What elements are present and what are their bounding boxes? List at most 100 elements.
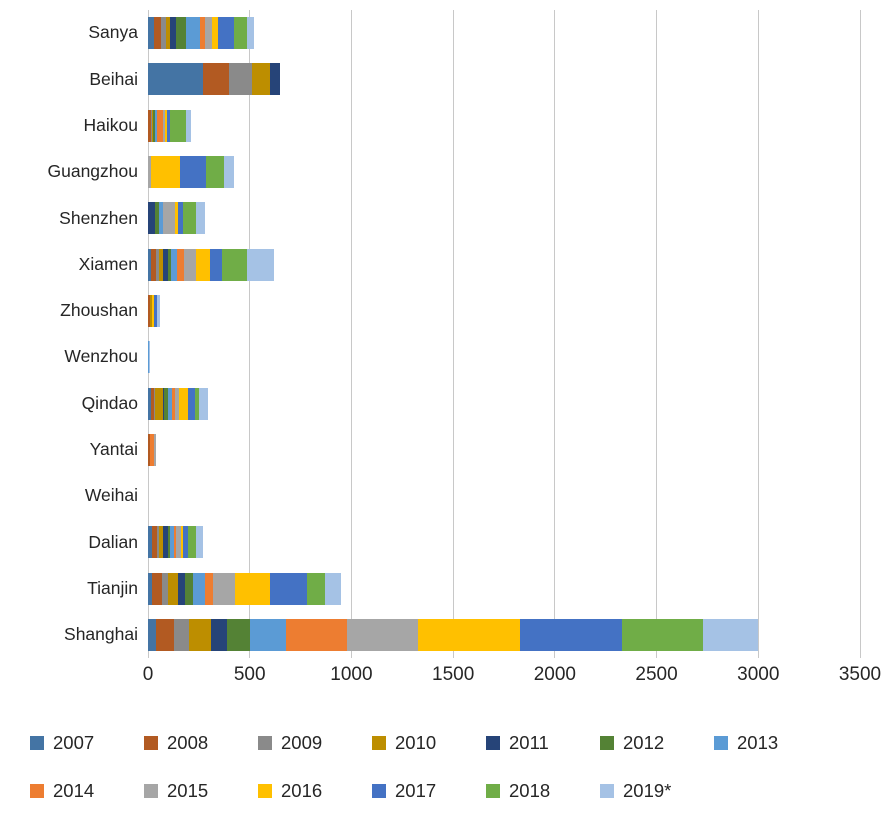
bar-segment-2018 <box>234 17 247 50</box>
legend-swatch <box>144 784 158 798</box>
legend-label: 2007 <box>53 732 95 753</box>
x-axis: 0 500 1000 1500 2000 2500 3000 3500 <box>143 664 881 690</box>
bar-segment-2013 <box>192 572 205 605</box>
category-label: Zhoushan <box>60 300 138 321</box>
x-tick-label: 3000 <box>737 664 780 685</box>
bar-segment-2017 <box>154 294 158 327</box>
legend-item-2010: 2010 <box>372 732 486 754</box>
bar-segment-2016 <box>235 572 270 605</box>
bar-segment-2014 <box>150 433 155 466</box>
bar-segment-2019 <box>198 387 208 420</box>
bar-row: Haikou <box>84 103 860 149</box>
bar-row: Zhoushan <box>60 288 860 334</box>
bar-segment-2019 <box>149 341 151 374</box>
legend-label: 2018 <box>509 780 551 801</box>
bar-segment-2007 <box>148 248 152 281</box>
gridline <box>249 10 251 658</box>
bar-segment-2018 <box>222 248 247 281</box>
bar-segment-2009 <box>161 17 167 50</box>
bar-segment-2014 <box>286 619 348 651</box>
bar-segment-2019 <box>246 17 254 50</box>
bar-segment-2011 <box>211 619 228 651</box>
bar-segment-2010 <box>152 109 154 142</box>
bar-segment-2007 <box>148 526 153 559</box>
bar-segment-2011 <box>163 248 169 281</box>
legend-item-2019: 2019* <box>600 780 714 802</box>
bar-segment-2019 <box>195 202 205 235</box>
bar-row: Qindao <box>82 380 860 426</box>
bar-segment-2018 <box>182 202 196 235</box>
bar-segment-2007 <box>148 572 153 605</box>
bar-segment-2017 <box>269 572 307 605</box>
bar-segment-2008 <box>148 294 151 327</box>
bar-segment-2010 <box>159 248 164 281</box>
legend-label: 2014 <box>53 780 95 801</box>
stacked-bar <box>148 63 281 96</box>
bar-segment-2009 <box>162 572 169 605</box>
category-label: Guangzhou <box>47 161 139 182</box>
bar-segment-2010 <box>188 619 212 651</box>
bar-segment-2010 <box>166 17 171 50</box>
bar-segment-2008 <box>156 619 175 651</box>
bar-segment-2010 <box>251 63 271 96</box>
bar-segment-2009 <box>157 526 160 559</box>
bar-segment-2017 <box>179 156 206 189</box>
bar-segment-2019 <box>195 526 203 559</box>
bar-segment-2013 <box>155 109 158 142</box>
bar-segment-2009 <box>229 63 252 96</box>
bar-segment-2013 <box>159 202 164 235</box>
legend-item-2015: 2015 <box>144 780 258 802</box>
category-label: Weihai <box>84 485 138 506</box>
legend-label: 2009 <box>281 732 323 753</box>
bar-segment-2012 <box>176 17 186 50</box>
legend-item-2012: 2012 <box>600 732 714 754</box>
bar-segment-2007 <box>148 619 157 651</box>
category-label: Tianjin <box>87 577 138 598</box>
bar-segment-2014 <box>172 387 176 420</box>
bar-segment-2013 <box>168 387 173 420</box>
bar-segment-2011 <box>163 387 165 420</box>
legend-item-2011: 2011 <box>486 732 600 754</box>
bar-segment-2007 <box>148 63 203 96</box>
legend-swatch <box>600 784 614 798</box>
bar-segment-2019 <box>224 156 235 189</box>
bar-segment-2008 <box>152 572 163 605</box>
gridline <box>452 10 454 658</box>
legend-swatch <box>258 784 272 798</box>
bar-segment-2011 <box>148 202 156 235</box>
bar-segment-2009 <box>174 619 189 651</box>
stacked-bar <box>148 526 203 559</box>
bar-row: Yantai <box>90 427 860 473</box>
legend-swatch <box>486 784 500 798</box>
bar-segment-2010 <box>155 387 164 420</box>
category-label: Xiamen <box>78 253 138 274</box>
legend-swatch <box>30 784 44 798</box>
bar-segment-2014 <box>157 109 164 142</box>
bar-segment-2014 <box>199 17 205 50</box>
bar-segment-2012 <box>168 248 172 281</box>
x-tick-label: 3500 <box>838 664 882 685</box>
bar-segment-2015 <box>176 526 181 559</box>
bar-segment-2007 <box>148 387 152 420</box>
bar-segment-2015 <box>213 572 236 605</box>
legend-swatch <box>372 736 386 750</box>
bar-segment-2019 <box>703 619 759 651</box>
bar-row: Guangzhou <box>48 149 860 195</box>
bar-segment-2016 <box>151 156 180 189</box>
bar-segment-2015 <box>163 202 176 235</box>
bar-segment-2015 <box>347 619 419 651</box>
legend-swatch <box>258 736 272 750</box>
stacked-bar <box>148 341 151 374</box>
bar-segment-2019 <box>185 109 191 142</box>
bar-segment-2008 <box>151 387 155 420</box>
bar-segment-2016 <box>195 248 210 281</box>
legend-item-2013: 2013 <box>714 732 828 754</box>
bar-segment-2017 <box>167 109 171 142</box>
legend-label: 2019* <box>623 780 672 801</box>
bar-segment-2015 <box>154 433 157 466</box>
stacked-bar <box>148 294 161 327</box>
legend-label: 2015 <box>167 780 209 801</box>
legend-label: 2010 <box>395 732 437 753</box>
bar-row: Sanya <box>88 10 860 56</box>
bar-segment-2012 <box>164 387 169 420</box>
